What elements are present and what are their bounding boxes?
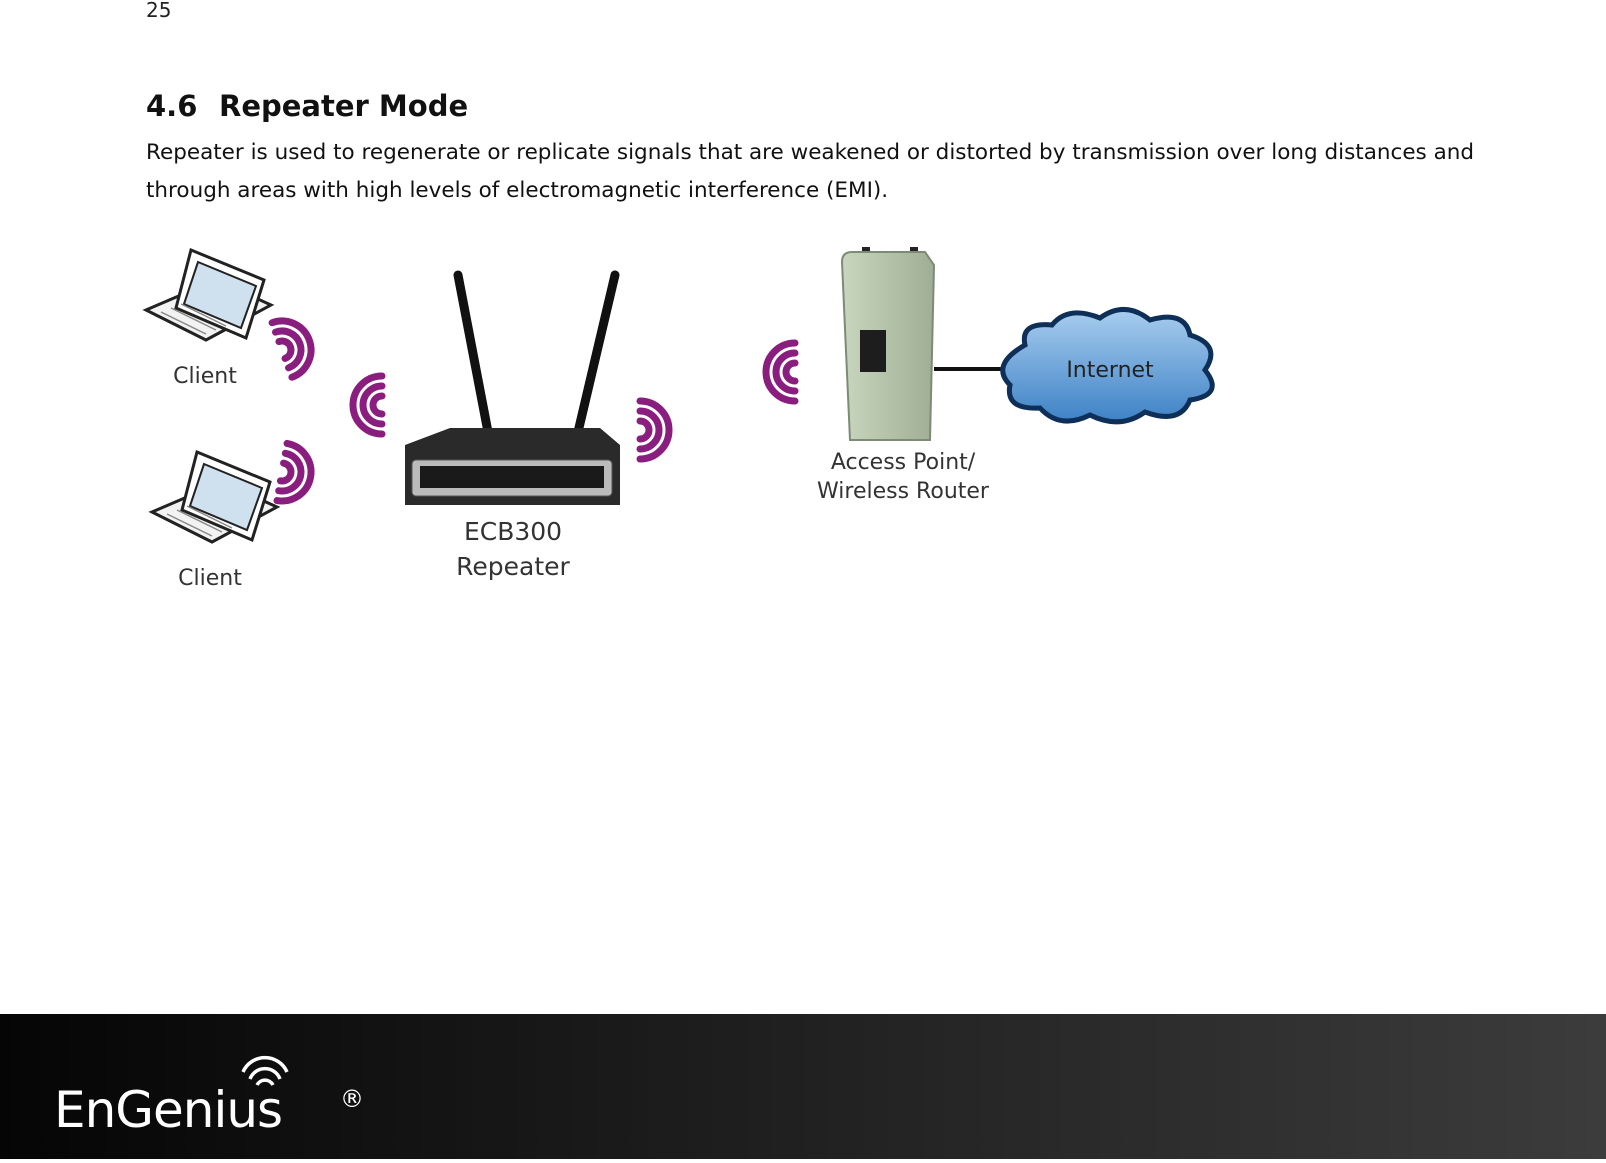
diagram-label: Client <box>178 566 242 591</box>
wifi-waves <box>640 401 669 459</box>
repeater-device <box>405 270 620 505</box>
logo-waves <box>241 1055 289 1086</box>
diagram: Client Client ECB300 Repeater Access Poi… <box>144 247 1215 591</box>
wifi-waves <box>277 443 316 505</box>
diagram-label: Access Point/ <box>831 450 976 475</box>
internet-cloud <box>1000 307 1215 425</box>
footer: EnGenius ® <box>0 1014 1606 1159</box>
diagram-label: Wireless Router <box>817 479 990 504</box>
footer-logo: EnGenius <box>54 1081 282 1139</box>
body-line: Repeater is used to regenerate or replic… <box>146 140 1474 165</box>
wifi-waves <box>272 313 319 377</box>
wifi-waves <box>766 343 795 401</box>
laptop-icon <box>150 450 279 544</box>
wifi-waves <box>353 376 382 434</box>
body-line: through areas with high levels of electr… <box>146 178 888 203</box>
page-number: 25 <box>146 0 171 22</box>
diagram-label: Internet <box>1066 358 1154 383</box>
diagram-label: ECB300 <box>464 517 562 546</box>
diagram-label: Client <box>173 364 237 389</box>
diagram-label: Repeater <box>456 552 570 581</box>
section-title: Repeater Mode <box>219 89 468 123</box>
footer-band <box>0 1014 1606 1159</box>
access-point-device <box>840 247 936 441</box>
section-number: 4.6 <box>146 89 197 123</box>
footer-mark: ® <box>340 1085 364 1113</box>
laptop-icon <box>144 248 273 342</box>
